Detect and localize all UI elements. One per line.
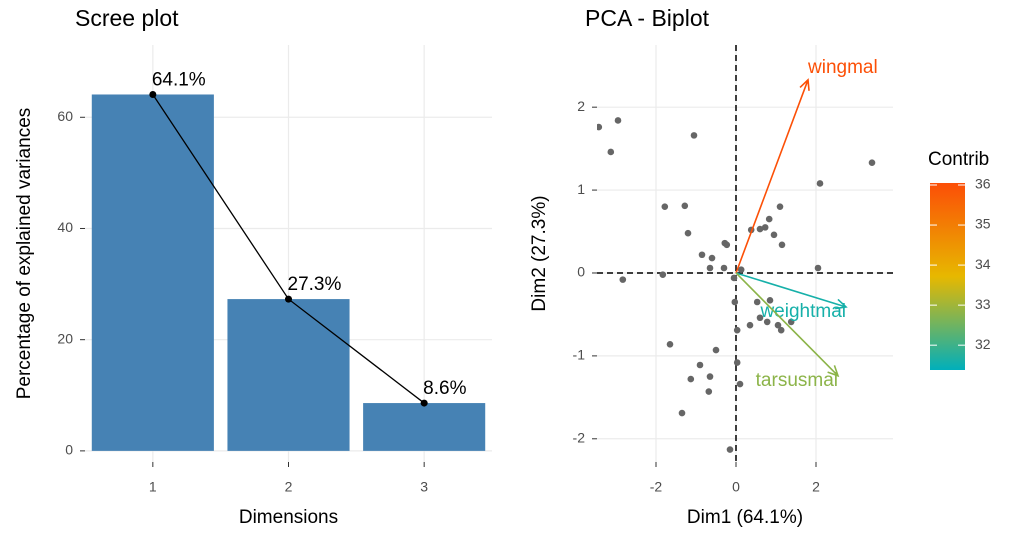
point <box>681 202 689 210</box>
y-tick-label: 1 <box>577 181 585 197</box>
x-tick-label: 2 <box>812 479 820 495</box>
value-label: 27.3% <box>288 274 342 295</box>
point <box>712 346 720 354</box>
colorbar-label: 33 <box>975 296 991 312</box>
point <box>733 359 741 366</box>
point <box>619 276 627 283</box>
point <box>733 326 741 334</box>
point <box>726 446 734 453</box>
point <box>723 241 731 249</box>
colorbar <box>930 183 965 370</box>
bar <box>227 299 350 451</box>
loading-arrow <box>735 272 848 310</box>
point <box>684 229 692 237</box>
y-tick-label: -1 <box>573 347 586 363</box>
point <box>659 271 667 278</box>
point <box>687 375 695 383</box>
colorbar-label: 35 <box>975 216 991 232</box>
point <box>730 274 738 282</box>
point <box>720 264 728 272</box>
point <box>607 148 615 156</box>
trend-point <box>285 295 292 303</box>
point <box>746 321 754 329</box>
point <box>706 373 714 380</box>
point <box>777 326 785 334</box>
point <box>816 180 824 187</box>
point <box>756 225 764 233</box>
x-axis-label: Dim1 (64.1%) <box>687 507 803 528</box>
y-tick-label: 0 <box>65 442 73 458</box>
trend-point <box>420 399 428 407</box>
point <box>705 388 713 395</box>
point <box>678 409 686 417</box>
y-tick-label: 2 <box>577 98 585 114</box>
x-tick-label: -2 <box>650 479 663 495</box>
colorbar-label: 32 <box>975 336 991 352</box>
point <box>706 264 714 272</box>
point <box>761 224 769 231</box>
point <box>778 241 786 249</box>
y-tick-label: 60 <box>57 108 73 124</box>
plot-area: wingmal weightmal tarsusmal <box>597 45 893 462</box>
y-axis-label: Percentage of explained variances <box>14 108 35 400</box>
colorbar-label: 34 <box>975 256 991 272</box>
point <box>731 298 739 306</box>
point <box>737 266 745 273</box>
variable-label: wingmal <box>807 57 878 78</box>
point <box>696 361 704 369</box>
colorbar-label: 36 <box>975 176 991 192</box>
value-label: 8.6% <box>423 378 466 399</box>
point <box>690 132 698 139</box>
point <box>756 314 764 322</box>
point <box>708 254 716 262</box>
chart-title: Scree plot <box>75 5 179 31</box>
loading-arrow <box>735 272 840 378</box>
point <box>698 251 706 259</box>
variable-label: weightmal <box>759 301 846 322</box>
point <box>661 203 669 210</box>
x-tick-label: 2 <box>285 479 293 495</box>
point <box>763 318 771 326</box>
y-tick-label: 40 <box>57 219 73 235</box>
point <box>814 264 822 272</box>
point <box>666 340 674 348</box>
y-tick-label: 20 <box>57 330 73 346</box>
loading-arrow <box>735 78 810 274</box>
x-tick-label: 0 <box>732 479 740 495</box>
point <box>776 203 784 210</box>
bar <box>91 94 214 451</box>
point <box>766 297 774 304</box>
point <box>765 215 773 223</box>
point <box>868 159 876 167</box>
y-tick-label: -2 <box>573 429 586 445</box>
bar <box>363 403 486 451</box>
point <box>770 231 778 239</box>
value-label: 64.1% <box>152 69 206 90</box>
variable-label: tarsusmal <box>756 370 838 391</box>
trend-point <box>149 90 157 98</box>
x-tick-label: 1 <box>149 479 157 495</box>
point <box>736 380 744 388</box>
y-axis-label: Dim2 (27.3%) <box>529 195 550 311</box>
point <box>774 321 782 329</box>
legend-title: Contrib <box>928 149 989 170</box>
x-tick-label: 3 <box>420 479 428 495</box>
y-tick-label: 0 <box>577 264 585 280</box>
point <box>597 123 603 131</box>
point <box>787 318 795 326</box>
chart-title: PCA - Biplot <box>585 5 710 31</box>
point <box>614 117 622 124</box>
point <box>753 298 761 306</box>
x-axis-label: Dimensions <box>239 507 338 528</box>
